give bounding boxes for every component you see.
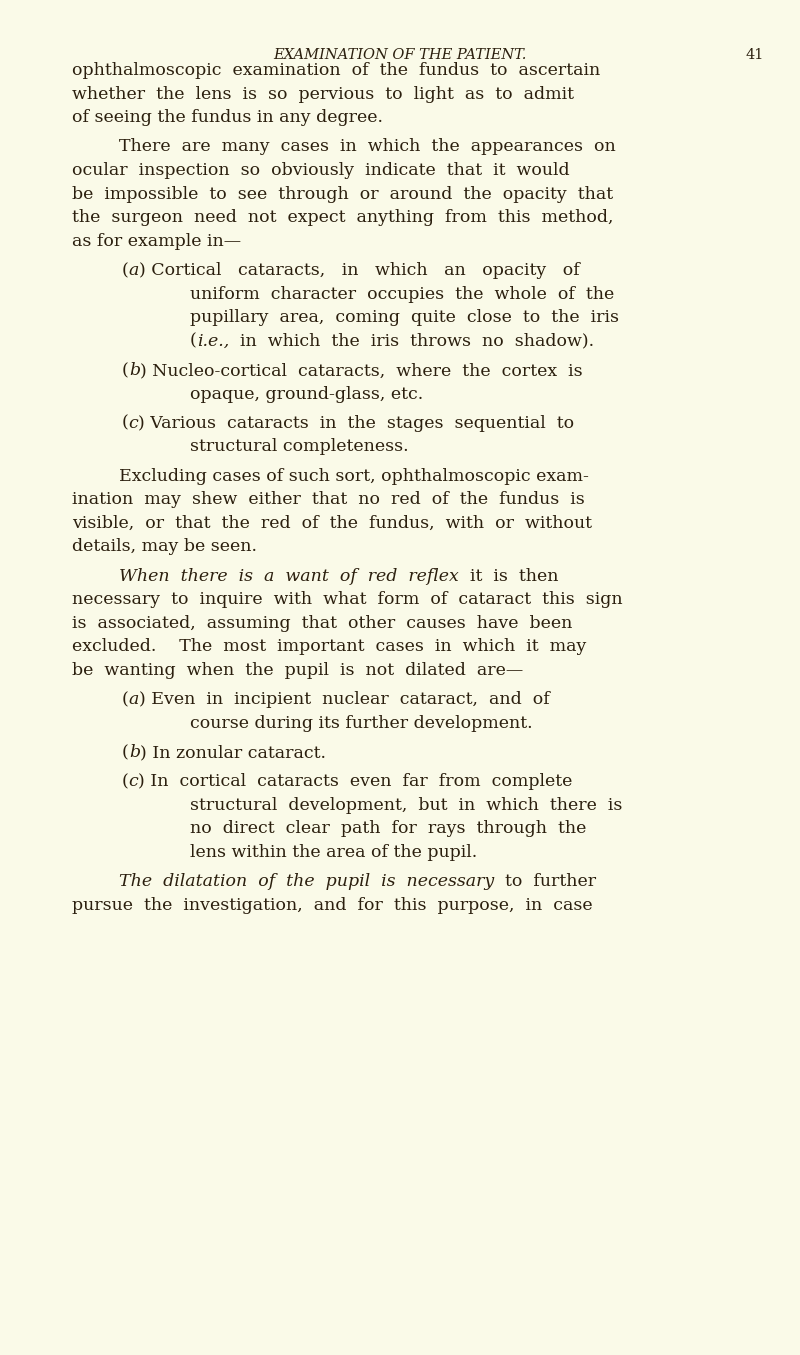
Text: it  is  then: it is then xyxy=(458,568,558,584)
Text: c: c xyxy=(129,774,138,790)
Text: ) Even  in  incipient  nuclear  cataract,  and  of: ) Even in incipient nuclear cataract, an… xyxy=(139,691,550,709)
Text: ) Nucleo-cortical  cataracts,  where  the  cortex  is: ) Nucleo-cortical cataracts, where the c… xyxy=(140,362,582,379)
Text: a: a xyxy=(129,691,139,709)
Text: ) Cortical   cataracts,   in   which   an   opacity   of: ) Cortical cataracts, in which an opacit… xyxy=(139,262,580,279)
Text: ophthalmoscopic  examination  of  the  fundus  to  ascertain: ophthalmoscopic examination of the fundu… xyxy=(72,62,600,79)
Text: of seeing the fundus in any degree.: of seeing the fundus in any degree. xyxy=(72,110,383,126)
Text: be  impossible  to  see  through  or  around  the  opacity  that: be impossible to see through or around t… xyxy=(72,186,613,203)
Text: ocular  inspection  so  obviously  indicate  that  it  would: ocular inspection so obviously indicate … xyxy=(72,163,570,179)
Text: (: ( xyxy=(122,691,129,709)
Text: i.e.,: i.e., xyxy=(197,333,229,350)
Text: opaque, ground-glass, etc.: opaque, ground-glass, etc. xyxy=(190,386,423,402)
Text: The  dilatation  of  the  pupil  is  necessary: The dilatation of the pupil is necessary xyxy=(119,873,494,890)
Text: (: ( xyxy=(122,744,129,762)
Text: details, may be seen.: details, may be seen. xyxy=(72,538,257,556)
Text: When  there  is  a  want  of  red  reflex: When there is a want of red reflex xyxy=(119,568,458,584)
Text: (: ( xyxy=(190,333,197,350)
Text: be  wanting  when  the  pupil  is  not  dilated  are—: be wanting when the pupil is not dilated… xyxy=(72,663,523,679)
Text: (: ( xyxy=(122,415,129,432)
Text: (: ( xyxy=(122,774,129,790)
Text: whether  the  lens  is  so  pervious  to  light  as  to  admit: whether the lens is so pervious to light… xyxy=(72,85,574,103)
Text: ) In  cortical  cataracts  even  far  from  complete: ) In cortical cataracts even far from co… xyxy=(138,774,573,790)
Text: pursue  the  investigation,  and  for  this  purpose,  in  case: pursue the investigation, and for this p… xyxy=(72,897,593,913)
Text: structural  development,  but  in  which  there  is: structural development, but in which the… xyxy=(190,797,622,814)
Text: visible,  or  that  the  red  of  the  fundus,  with  or  without: visible, or that the red of the fundus, … xyxy=(72,515,592,531)
Text: lens within the area of the pupil.: lens within the area of the pupil. xyxy=(190,844,478,860)
Text: (: ( xyxy=(122,262,129,279)
Text: structural completeness.: structural completeness. xyxy=(190,439,409,455)
Text: no  direct  clear  path  for  rays  through  the: no direct clear path for rays through th… xyxy=(190,820,586,837)
Text: is  associated,  assuming  that  other  causes  have  been: is associated, assuming that other cause… xyxy=(72,615,572,631)
Text: necessary  to  inquire  with  what  form  of  cataract  this  sign: necessary to inquire with what form of c… xyxy=(72,591,622,608)
Text: ) In zonular cataract.: ) In zonular cataract. xyxy=(140,744,326,762)
Text: b: b xyxy=(129,744,140,762)
Text: 41: 41 xyxy=(745,47,763,62)
Text: c: c xyxy=(129,415,138,432)
Text: b: b xyxy=(129,362,140,379)
Text: excluded.  The  most  important  cases  in  which  it  may: excluded. The most important cases in wh… xyxy=(72,638,586,656)
Text: pupillary  area,  coming  quite  close  to  the  iris: pupillary area, coming quite close to th… xyxy=(190,309,619,327)
Text: (: ( xyxy=(122,362,129,379)
Text: Excluding cases of such sort, ophthalmoscopic exam-: Excluding cases of such sort, ophthalmos… xyxy=(119,467,589,485)
Text: in  which  the  iris  throws  no  shadow).: in which the iris throws no shadow). xyxy=(229,333,594,350)
Text: uniform  character  occupies  the  whole  of  the: uniform character occupies the whole of … xyxy=(190,286,614,302)
Text: EXAMINATION OF THE PATIENT.: EXAMINATION OF THE PATIENT. xyxy=(274,47,526,62)
Text: as for example in—: as for example in— xyxy=(72,233,241,249)
Text: There  are  many  cases  in  which  the  appearances  on: There are many cases in which the appear… xyxy=(119,138,616,156)
Text: course during its further development.: course during its further development. xyxy=(190,715,533,732)
Text: a: a xyxy=(129,262,139,279)
Text: the  surgeon  need  not  expect  anything  from  this  method,: the surgeon need not expect anything fro… xyxy=(72,209,614,226)
Text: to  further: to further xyxy=(494,873,596,890)
Text: ination  may  shew  either  that  no  red  of  the  fundus  is: ination may shew either that no red of t… xyxy=(72,491,585,508)
Text: ) Various  cataracts  in  the  stages  sequential  to: ) Various cataracts in the stages sequen… xyxy=(138,415,574,432)
